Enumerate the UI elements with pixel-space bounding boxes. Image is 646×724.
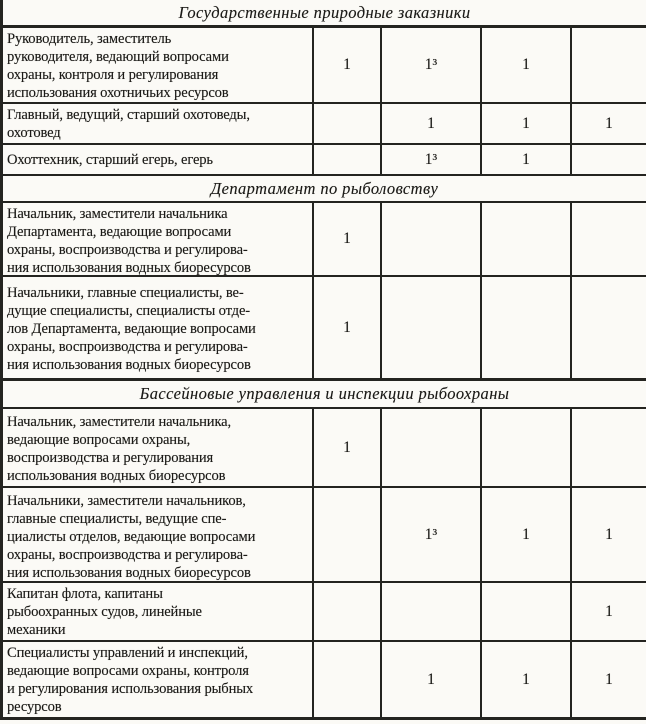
value-cell: 1 [312, 277, 380, 378]
value-cell [380, 277, 480, 378]
value-cell: 1 [480, 104, 570, 143]
value-cell [312, 104, 380, 143]
value-cell: 1 [570, 583, 646, 640]
value-cell: 1 [570, 488, 646, 581]
value-cell: 1³ [380, 488, 480, 581]
table-row: Руководитель, заместитель руководителя, … [3, 28, 646, 104]
value-cell [570, 145, 646, 174]
value-cell: 1³ [380, 145, 480, 174]
value-cell: 1 [312, 409, 380, 486]
value-cell [480, 409, 570, 486]
value-cell: 1 [312, 28, 380, 102]
value-cell [380, 583, 480, 640]
job-title-cell: Охоттехник, старший егерь, егерь [7, 152, 213, 168]
value-cell: 1 [380, 104, 480, 143]
table-row: Начальник, заместители начальника, ведаю… [3, 409, 646, 488]
job-title-cell: Главный, ведущий, старший охотоведы, охо… [7, 107, 250, 141]
value-cell [312, 488, 380, 581]
section-heading-text: Департамент по рыболовству [210, 178, 439, 198]
section-heading-state-nature-reserves: Государственные природные заказники [3, 0, 646, 28]
value-cell [570, 409, 646, 486]
value-cell: 1³ [380, 28, 480, 102]
value-cell [312, 145, 380, 174]
section-heading-basin-administrations: Бассейновые управления и инспекции рыбоо… [3, 381, 646, 409]
table-row: Главный, ведущий, старший охотоведы, охо… [3, 104, 646, 145]
value-cell [570, 203, 646, 275]
value-cell [312, 642, 380, 717]
table-row: Охоттехник, старший егерь, егерь 1³ 1 [3, 145, 646, 176]
value-cell [570, 277, 646, 378]
value-cell: 1 [480, 145, 570, 174]
job-title-cell: Капитан флота, капитаны рыбоохранных суд… [7, 586, 202, 638]
job-title-cell: Специалисты управлений и инспекций, веда… [7, 645, 254, 715]
job-title-cell: Начальник, заместители начальника, ведаю… [7, 414, 232, 484]
value-cell [570, 28, 646, 102]
value-cell [380, 203, 480, 275]
table-row: Начальники, главные специалисты, ве- дущ… [3, 277, 646, 381]
value-cell: 1 [312, 203, 380, 275]
table-row: Специалисты управлений и инспекций, веда… [3, 642, 646, 720]
value-cell: 1 [380, 642, 480, 717]
value-cell [480, 277, 570, 378]
job-title-cell: Начальники, главные специалисты, ве- дущ… [7, 285, 256, 373]
section-heading-text: Бассейновые управления и инспекции рыбоо… [139, 384, 510, 403]
table-row: Начальники, заместители начальников, гла… [3, 488, 646, 583]
job-title-cell: Начальник, заместители начальника Департ… [7, 206, 251, 275]
value-cell: 1 [480, 488, 570, 581]
value-cell [380, 409, 480, 486]
job-title-cell: Начальники, заместители начальников, гла… [7, 493, 256, 581]
table-row: Начальник, заместители начальника Департ… [3, 203, 646, 277]
value-cell: 1 [480, 28, 570, 102]
value-cell [480, 203, 570, 275]
table-row: Капитан флота, капитаны рыбоохранных суд… [3, 583, 646, 642]
section-heading-text: Государственные природные заказники [178, 2, 471, 22]
value-cell: 1 [570, 104, 646, 143]
value-cell [312, 583, 380, 640]
section-heading-fisheries-department: Департамент по рыболовству [3, 176, 646, 203]
job-title-cell: Руководитель, заместитель руководителя, … [7, 31, 229, 101]
value-cell: 1 [480, 642, 570, 717]
value-cell: 1 [570, 642, 646, 717]
value-cell [480, 583, 570, 640]
